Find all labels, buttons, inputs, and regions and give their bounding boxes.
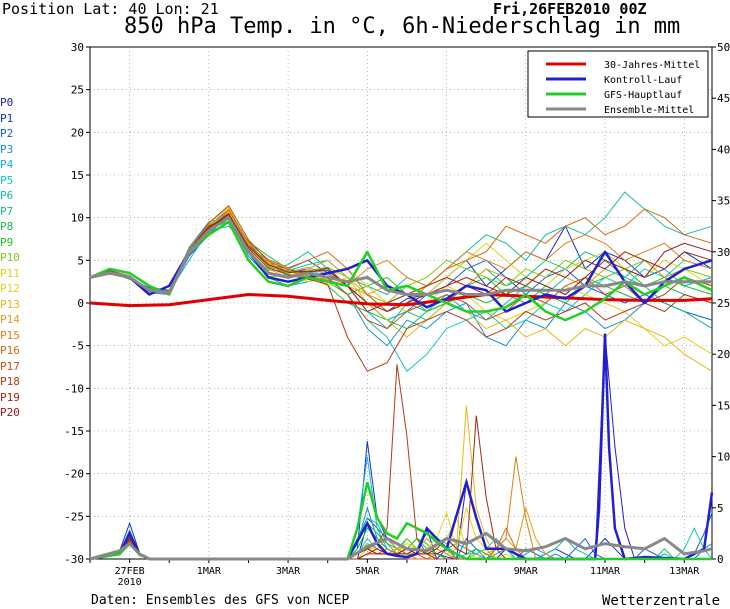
y-right-tick-label: 0 — [717, 553, 724, 566]
x-tick-label: 1MAR — [197, 566, 222, 577]
member-label: P15 — [0, 328, 20, 342]
data-source-label: Daten: Ensembles des GFS von NCEP — [91, 593, 350, 608]
y-left-tick-label: 10 — [71, 212, 84, 225]
member-label: P7 — [0, 204, 14, 218]
member-label: P3 — [0, 142, 14, 156]
chart-title: 850 hPa Temp. in °C, 6h-Niederschlag in … — [124, 14, 681, 39]
member-label: P19 — [0, 390, 20, 404]
x-tick-label: 9MAR — [514, 566, 539, 577]
member-label: P2 — [0, 127, 14, 140]
member-label: P20 — [0, 406, 20, 419]
legend-label: Kontroll-Lauf — [604, 75, 682, 86]
member-label: P0 — [0, 96, 14, 109]
member-label: P5 — [0, 173, 14, 187]
legend-label: 30-Jahres-Mittel — [604, 60, 700, 71]
x-tick-label: 3MAR — [276, 566, 301, 577]
member-temp-line — [89, 217, 713, 347]
chart: 302520151050-5-10-15-20-25-3050454035302… — [64, 41, 730, 588]
y-left-tick-label: 15 — [71, 169, 84, 182]
y-left-tick-label: -10 — [64, 382, 84, 395]
provider-label: Wetterzentrale — [602, 593, 721, 609]
member-label: P11 — [0, 266, 20, 280]
y-right-tick-label: 45 — [717, 92, 730, 105]
temp-series-line — [89, 293, 713, 308]
legend-label: GFS-Hauptlauf — [604, 90, 682, 101]
x-tick-label: 7MAR — [435, 566, 460, 577]
y-right-tick-label: 20 — [717, 348, 730, 361]
precip-series-line — [89, 531, 713, 561]
member-label: P14 — [0, 313, 20, 326]
y-right-tick-label: 35 — [717, 195, 730, 208]
temp-series-line — [89, 216, 712, 296]
x-tick-sublabel: 2010 — [118, 577, 142, 588]
member-label: P9 — [0, 235, 14, 249]
member-label: P13 — [0, 297, 20, 311]
y-right-tick-label: 15 — [717, 399, 730, 412]
member-label: P17 — [0, 359, 20, 373]
x-tick-label: 27FEB — [115, 566, 145, 577]
y-left-tick-label: 20 — [71, 126, 84, 139]
member-label: P6 — [0, 189, 14, 202]
y-right-tick-label: 40 — [717, 143, 730, 156]
y-left-tick-label: -5 — [71, 340, 84, 353]
legend-label: Ensemble-Mittel — [604, 105, 694, 116]
y-right-tick-label: 25 — [717, 297, 730, 310]
member-label: P4 — [0, 158, 14, 171]
run-date-label: Fri,26FEB2010 00Z — [493, 0, 647, 18]
member-temp-line — [89, 206, 713, 372]
y-left-tick-label: 0 — [77, 297, 84, 310]
y-right-tick-label: 50 — [717, 41, 730, 54]
x-tick-label: 11MAR — [590, 566, 621, 577]
y-right-tick-label: 5 — [717, 502, 724, 515]
y-left-tick-label: 30 — [71, 41, 84, 54]
y-right-tick-label: 10 — [717, 451, 730, 464]
y-left-tick-label: 25 — [71, 84, 84, 97]
x-tick-label: 5MAR — [355, 566, 380, 577]
legend-box — [527, 50, 709, 118]
member-label: P16 — [0, 344, 20, 357]
x-tick-label: 13MAR — [669, 566, 700, 577]
member-label: P1 — [0, 111, 14, 125]
plot-series — [89, 191, 714, 561]
member-label: P10 — [0, 251, 20, 264]
member-label: P12 — [0, 282, 20, 295]
y-left-tick-label: -25 — [64, 510, 84, 523]
y-left-tick-label: -15 — [64, 425, 84, 438]
y-left-tick-label: -20 — [64, 468, 84, 481]
member-temp-line — [89, 220, 713, 313]
y-right-tick-label: 30 — [717, 246, 730, 259]
member-label: P8 — [0, 220, 14, 233]
y-left-tick-label: 5 — [77, 254, 84, 267]
position-label: Position Lat: 40 Lon: 21 — [2, 0, 219, 18]
member-label: P18 — [0, 375, 20, 388]
y-left-tick-label: -30 — [64, 553, 84, 566]
